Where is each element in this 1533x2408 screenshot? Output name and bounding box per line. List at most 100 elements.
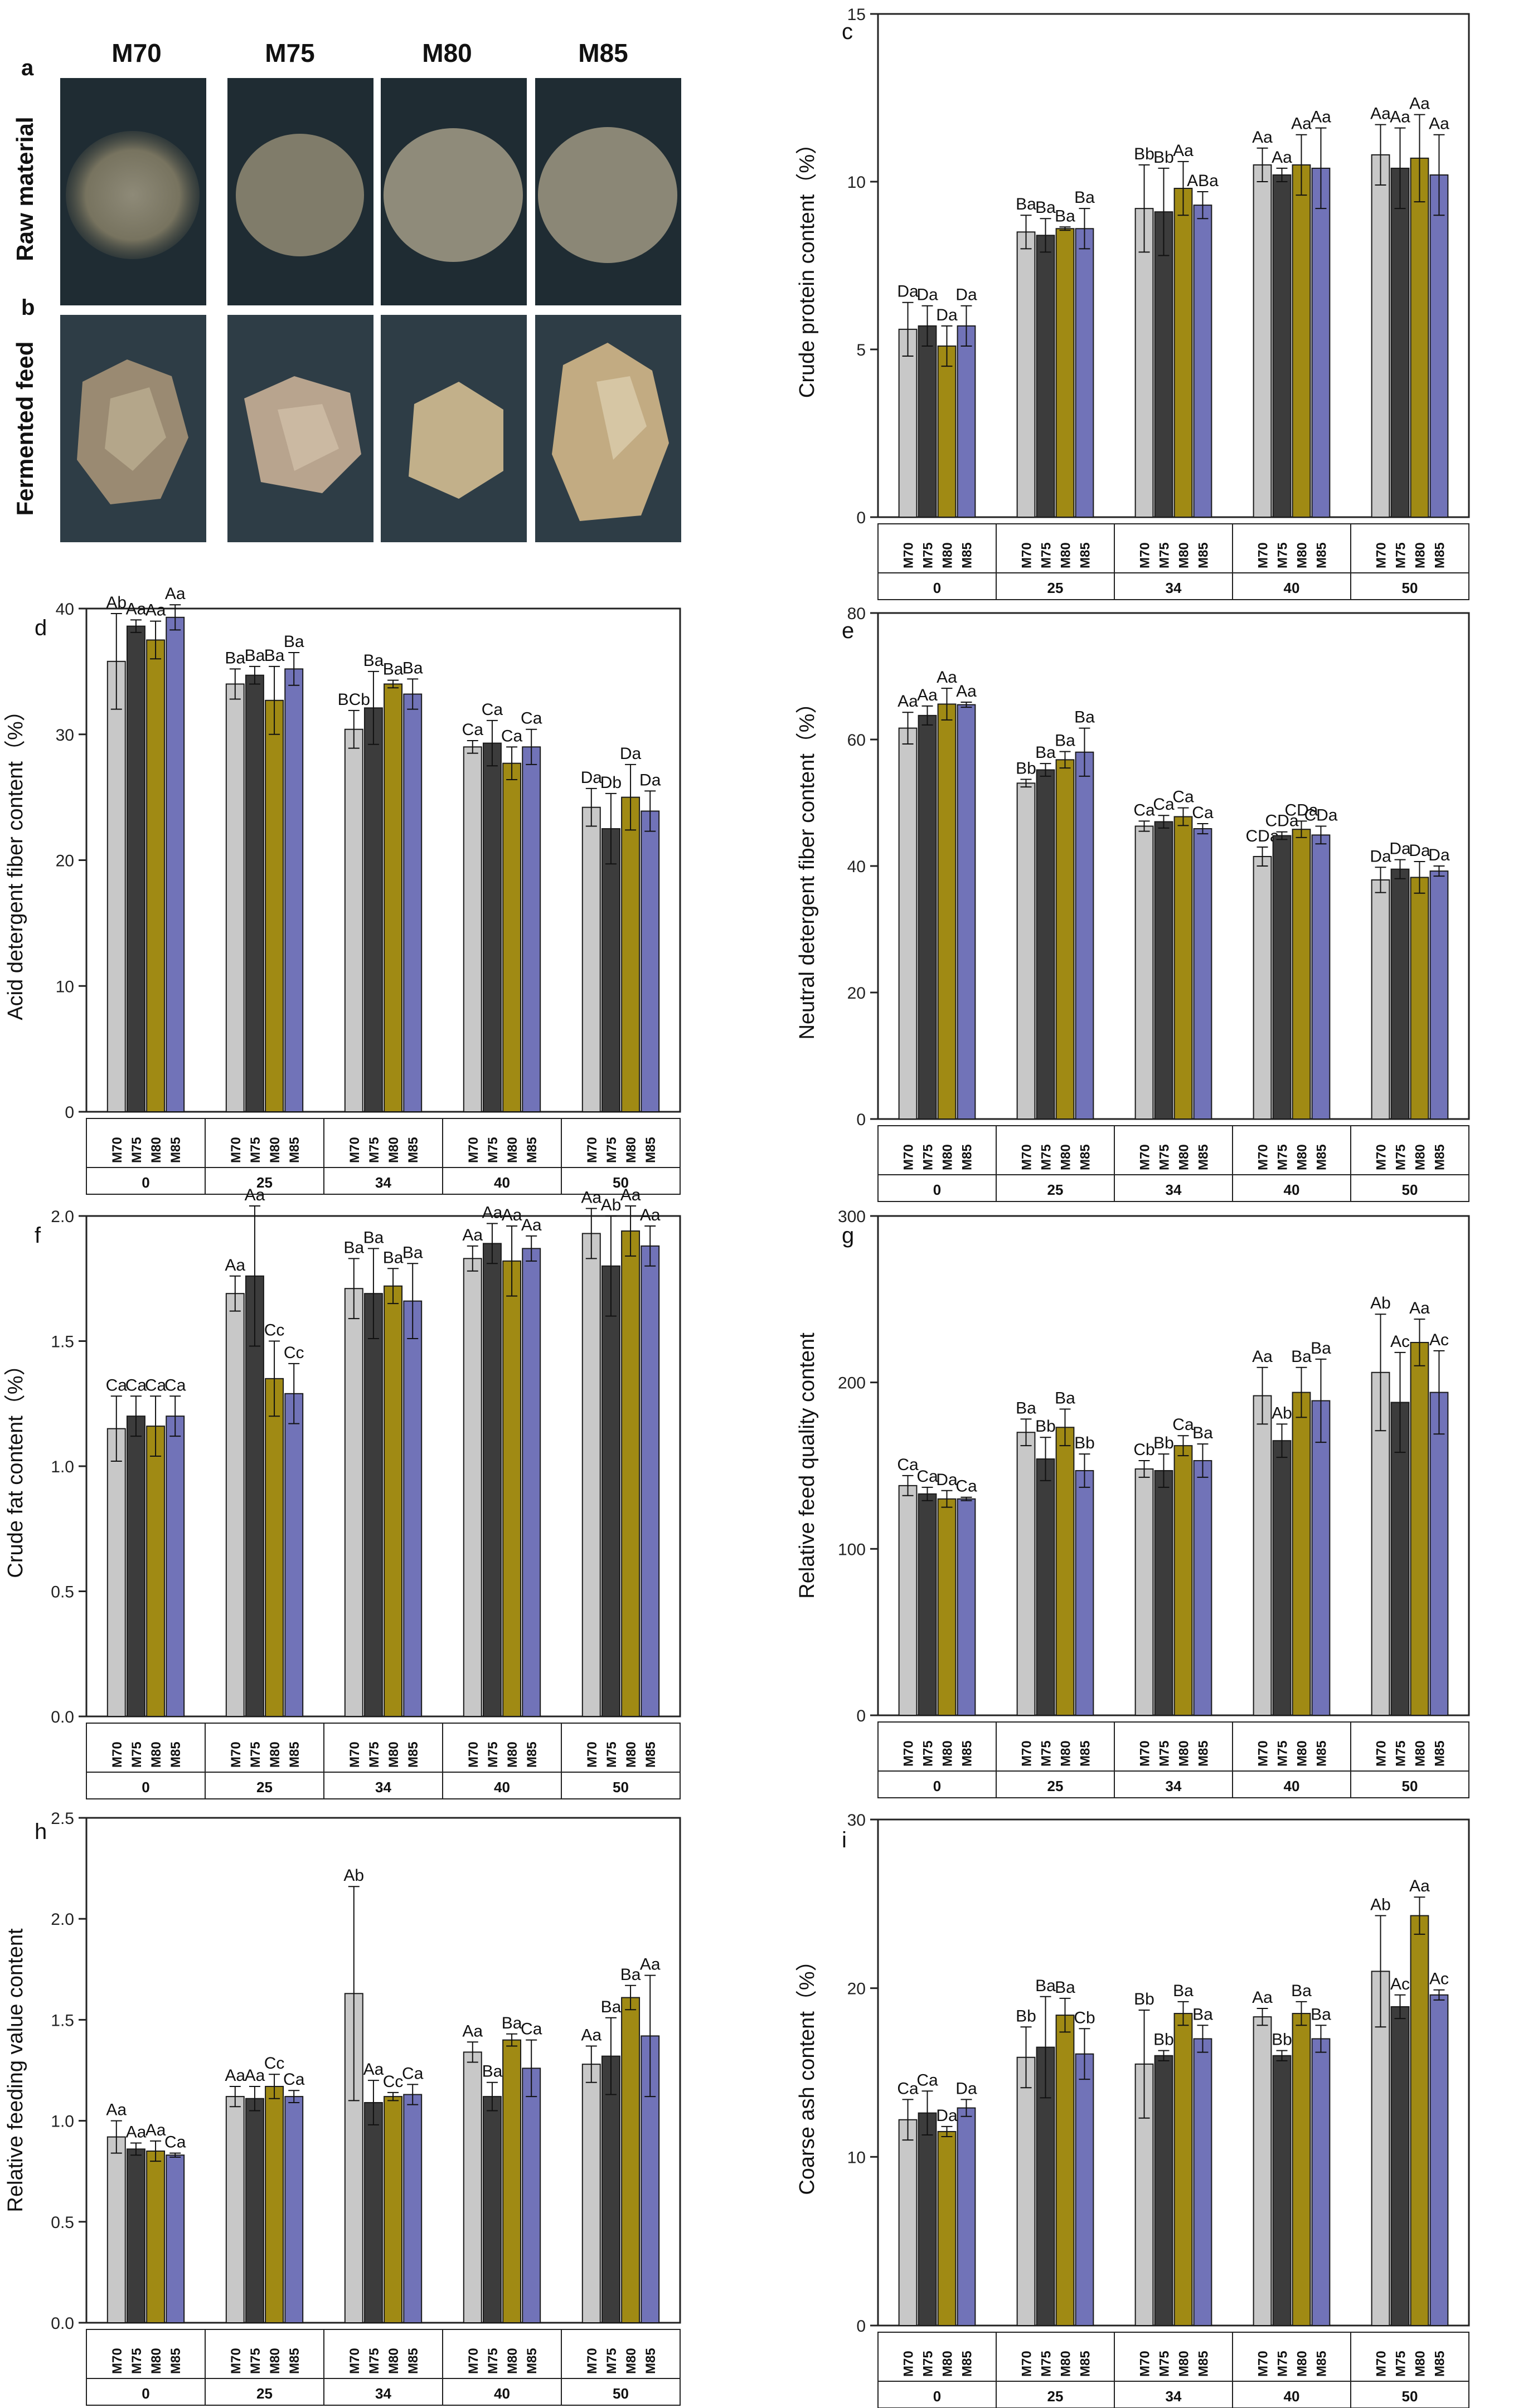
bar-m85 [641, 810, 660, 1112]
significance-label: Da [620, 745, 642, 763]
series-label: M85 [1078, 1740, 1093, 1767]
bar-m75 [363, 1293, 383, 1717]
bar-m75 [918, 1493, 937, 1716]
significance-label: Aa [1291, 115, 1312, 133]
series-label: M85 [1196, 1144, 1211, 1170]
series-label: M70 [901, 1740, 916, 1767]
y-tick-label: 1.5 [51, 1333, 74, 1351]
bar-m70 [1134, 208, 1154, 518]
y-tick-label: 30 [56, 726, 74, 745]
significance-label: Aa [462, 2022, 483, 2040]
group-label: 50 [1402, 1181, 1418, 1198]
group-label: 34 [1166, 1181, 1182, 1198]
series-label: M75 [1157, 1740, 1172, 1767]
significance-label: Bb [1134, 145, 1154, 163]
group-label: 40 [494, 1779, 510, 1796]
bar-m75 [918, 325, 937, 518]
significance-label: Ab [1272, 1404, 1292, 1422]
bar-m85 [1311, 1400, 1331, 1716]
category-table [86, 2329, 681, 2406]
y-tick-label: 0 [65, 1103, 74, 1122]
bar-m75 [1036, 769, 1055, 1120]
group-label: 25 [256, 2385, 273, 2402]
bar-m70 [225, 683, 245, 1112]
series-label: M85 [959, 1144, 974, 1170]
bar-m75 [245, 674, 264, 1112]
series-label: M75 [921, 542, 936, 568]
raw-material-pile-icon [384, 128, 523, 262]
significance-label: Bb [1153, 1434, 1174, 1452]
significance-label: Aa [462, 1226, 483, 1244]
significance-label: Da [916, 286, 938, 304]
series-label: M75 [248, 1137, 263, 1163]
significance-label: Ac [1429, 1331, 1449, 1349]
significance-label: Bb [1134, 1990, 1154, 2008]
group-label: 34 [375, 2385, 391, 2402]
y-tick-label: 2.5 [51, 1809, 74, 1828]
significance-label: Ab [343, 1866, 364, 1885]
significance-label: Aa [640, 1955, 661, 1974]
series-label: M85 [1196, 542, 1211, 568]
series-label: M80 [1413, 1740, 1428, 1767]
significance-label: Aa [1409, 95, 1430, 113]
bar-m85 [957, 704, 976, 1120]
bar-m85 [957, 2107, 976, 2326]
significance-label: Da [936, 1471, 958, 1489]
bar-m85 [1075, 1470, 1094, 1716]
significance-label: Ba [402, 659, 423, 677]
y-tick-label: 0 [856, 1111, 866, 1129]
bar-m75 [1272, 835, 1292, 1120]
significance-label: Ac [1390, 1975, 1410, 1993]
series-label: M85 [1314, 1144, 1329, 1170]
series-label: M85 [1432, 542, 1447, 568]
group-label: 25 [1047, 1778, 1064, 1794]
series-label: M75 [604, 1137, 619, 1163]
series-label: M75 [1394, 1144, 1409, 1170]
photo-fermented-m80 [381, 315, 527, 542]
significance-label: Aa [145, 2121, 166, 2139]
bar-m75 [1154, 211, 1173, 518]
series-label: M85 [1432, 1144, 1447, 1170]
bar-m75 [482, 2096, 502, 2323]
significance-label: Aa [1409, 1877, 1430, 1895]
bar-m70 [106, 1428, 126, 1717]
bar-m85 [957, 1498, 976, 1716]
bar-m70 [1371, 154, 1390, 518]
significance-label: Bb [1153, 148, 1174, 167]
bar-m70 [1134, 825, 1154, 1120]
y-tick-label: 20 [56, 852, 74, 870]
bar-m85 [284, 2096, 304, 2323]
significance-label: Da [639, 771, 661, 789]
series-label: M70 [347, 2348, 362, 2374]
bar-m75 [482, 1243, 502, 1717]
significance-label: Ba [1016, 195, 1036, 213]
significance-label: Ca [462, 721, 484, 739]
photo-panel: a b M70 M75 M80 M85 Raw material Ferment… [0, 0, 736, 563]
series-label: M80 [1294, 1144, 1309, 1170]
series-label: M70 [585, 1741, 600, 1768]
bar-m80 [384, 683, 403, 1112]
series-label: M80 [624, 1741, 639, 1768]
significance-label: Da [897, 283, 919, 301]
bar-m80 [1173, 2013, 1193, 2327]
y-tick-label: 60 [847, 731, 866, 750]
bar-m75 [126, 1415, 145, 1717]
plot-frame [877, 1818, 1470, 2327]
significance-label: Cc [284, 1344, 304, 1362]
group-label: 0 [933, 1181, 941, 1198]
plot-frame [85, 1817, 681, 2324]
series-label: M80 [1058, 1740, 1073, 1767]
bar-m70 [344, 1288, 363, 1717]
significance-label: Aa [1252, 1347, 1273, 1366]
series-label: M70 [1256, 2351, 1271, 2377]
chart-panel-g: g 0 100 200 300 Relative feed quality content… [795, 1208, 1470, 1798]
significance-label: Ab [1370, 1896, 1391, 1914]
bar-m80 [502, 762, 522, 1112]
row-label-raw-material: Raw material [12, 116, 38, 261]
group-label: 34 [1166, 1778, 1182, 1794]
bar-m80 [621, 1230, 641, 1717]
category-table [877, 523, 1469, 600]
series-label: M75 [367, 1137, 382, 1163]
panel-letter-d: d [35, 616, 47, 640]
series-label: M80 [1413, 542, 1428, 568]
